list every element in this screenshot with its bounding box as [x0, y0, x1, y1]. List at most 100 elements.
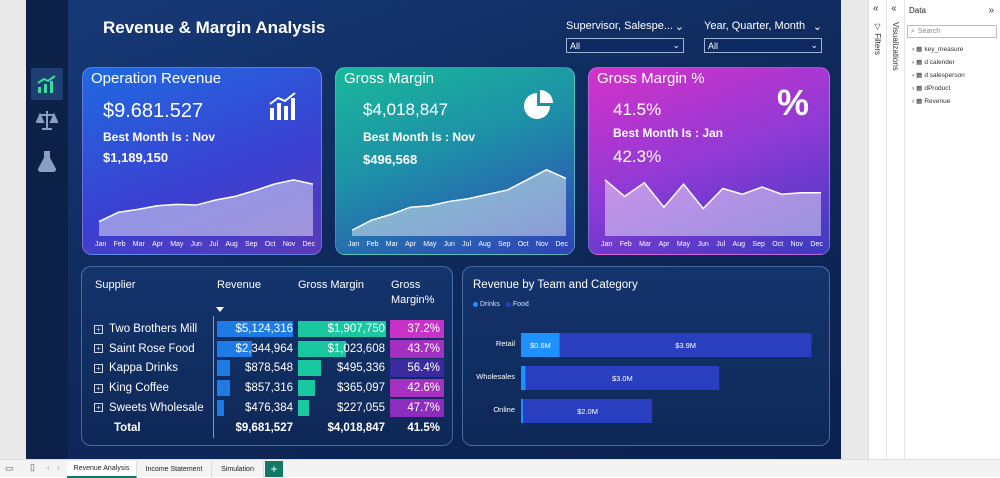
field-label: dProduct	[924, 84, 951, 92]
revenue-team-chart[interactable]: Revenue by Team and Category Drinks Food…	[462, 266, 830, 446]
expand-icon[interactable]: «	[891, 3, 897, 14]
supplier-name: King Coffee	[109, 382, 169, 395]
month-tick-label: Aug	[225, 241, 238, 248]
bar-drinks-wholesales[interactable]	[521, 366, 526, 390]
bar-drinks-online[interactable]	[521, 399, 523, 423]
revenue-cell: $5,124,316	[235, 323, 293, 335]
col-header-revenue[interactable]: Revenue	[217, 279, 262, 291]
supplier-name: Two Brothers Mill	[109, 323, 198, 335]
page-title: Revenue & Margin Analysis	[103, 18, 326, 37]
field-table-calender[interactable]: › ▦ d calender	[912, 58, 955, 67]
table-row-supplier[interactable]: + Kappa Drinks	[94, 360, 178, 376]
category-tick-label: Wholesales	[476, 372, 515, 381]
revenue-data-bar	[217, 360, 230, 377]
expand-row-icon[interactable]: +	[94, 383, 103, 393]
expand-row-icon[interactable]: +	[94, 324, 103, 334]
month-tick-label: Sep	[245, 241, 258, 248]
chevron-down-icon[interactable]: ⌄	[812, 20, 822, 33]
chevron-right-icon: ›	[912, 45, 915, 53]
month-tick-label: Sep	[498, 241, 511, 248]
tab-simulation[interactable]: Simulation	[212, 461, 264, 478]
card-value: $4,018,847	[363, 100, 449, 119]
desktop-view-icon[interactable]: ▭	[5, 463, 14, 473]
supplier-name: Sweets Wholesale	[109, 401, 204, 414]
sort-desc-icon[interactable]	[216, 307, 224, 312]
search-icon: ⌕	[911, 27, 915, 35]
expand-row-icon[interactable]: +	[94, 344, 103, 354]
visualizations-label: Visualizations	[891, 22, 900, 71]
month-tick-label: Aug	[478, 241, 491, 248]
field-table-salesperson[interactable]: › ▦ d salesperson	[912, 71, 965, 80]
supplier-table: Supplier Revenue Gross Margin Gross Marg…	[81, 266, 453, 446]
field-label: d calender	[924, 58, 955, 66]
mobile-view-icon[interactable]: ▯	[30, 462, 35, 472]
margin-pct-trend-area	[604, 179, 821, 236]
slicer-supervisor[interactable]: Supervisor, Salespe... ⌄ All ⌄	[566, 18, 684, 53]
expand-row-icon[interactable]: +	[94, 403, 103, 413]
month-tick-label: Nov	[535, 241, 549, 248]
gm-pct-cell: 43.7%	[390, 339, 444, 358]
month-tick-label: Oct	[772, 241, 784, 248]
month-tick-label: Feb	[113, 241, 126, 248]
table-row-supplier[interactable]: + Two Brothers Mill	[94, 321, 197, 337]
best-month-value: 42.3%	[613, 147, 662, 166]
scroll-right-icon[interactable]: ›	[57, 463, 60, 472]
field-label: d salesperson	[924, 71, 965, 79]
chart-growth-icon[interactable]	[31, 68, 63, 100]
expand-icon[interactable]: «	[873, 3, 879, 14]
revenue-cell: $476,384	[245, 401, 293, 414]
legend-item-food[interactable]: Food	[505, 301, 529, 308]
field-table-product[interactable]: › ▦ dProduct	[912, 84, 951, 93]
slicer-supervisor-dropdown[interactable]: All ⌄	[566, 38, 684, 53]
add-page-button[interactable]: +	[265, 461, 283, 477]
bar-food-wholesales[interactable]	[525, 366, 720, 390]
scales-icon[interactable]	[31, 104, 63, 136]
gross-margin-data-bar	[298, 380, 315, 397]
total-gm-pct: 41.5%	[407, 422, 440, 434]
visualizations-pane-collapsed[interactable]: « Visualizations	[887, 0, 905, 459]
search-input[interactable]: ⌕ Search	[907, 25, 997, 38]
card-gross-margin[interactable]: Gross Margin $4,018,847 Best Month Is : …	[335, 67, 575, 255]
collapse-icon[interactable]: »	[988, 5, 994, 16]
gross-margin-cell: $1,907,750	[327, 323, 385, 335]
slicer-date-dropdown[interactable]: All ⌄	[704, 38, 822, 53]
trend-area-fill	[605, 179, 821, 236]
bar-food-retail[interactable]	[559, 333, 812, 357]
col-header-gross-margin[interactable]: Gross Margin	[298, 279, 365, 291]
chevron-right-icon: ›	[912, 84, 915, 92]
gross-margin-data-bar	[298, 360, 321, 377]
slicer-date[interactable]: Year, Quarter, Month ⌄ All ⌄	[704, 18, 822, 53]
col-header-supplier[interactable]: Supplier	[95, 279, 136, 291]
flask-icon[interactable]	[31, 145, 63, 177]
table-row-supplier[interactable]: + King Coffee	[94, 380, 169, 396]
field-table-key-measure[interactable]: › ▦ key_measure	[912, 45, 963, 54]
supplier-name: Saint Rose Food	[109, 342, 195, 355]
chevron-down-icon[interactable]: ⌄	[674, 20, 684, 33]
month-tick-label: Jan	[348, 241, 360, 248]
col-header-gm-pct-1[interactable]: Gross	[391, 279, 421, 291]
scroll-left-icon[interactable]: ‹	[47, 463, 50, 472]
col-header-gm-pct-2[interactable]: Margin%	[391, 294, 435, 306]
month-tick-label: Jul	[716, 241, 726, 248]
table-row-supplier[interactable]: + Sweets Wholesale	[94, 400, 204, 416]
tab-revenue-analysis[interactable]: Revenue Analysis	[67, 461, 137, 478]
bar-data-label: $0.6M	[530, 341, 551, 350]
field-table-revenue[interactable]: › ▦ Revenue	[912, 97, 950, 106]
legend-dot	[473, 302, 478, 307]
filters-pane-collapsed[interactable]: « ▽ Filters	[869, 0, 887, 459]
card-operation-revenue[interactable]: Operation Revenue $9.681.527 Best Month …	[82, 67, 322, 255]
tab-income-statement[interactable]: Income Statement	[137, 461, 212, 478]
gross-margin-cell: $227,055	[337, 401, 385, 414]
month-tick-label: Jan	[95, 241, 107, 248]
expand-row-icon[interactable]: +	[94, 363, 103, 373]
chart-title: Revenue by Team and Category	[473, 279, 638, 291]
revenue-data-bar	[217, 321, 293, 337]
bar-food-online[interactable]	[523, 399, 653, 423]
month-axis: Jan Feb Mar Apr May Jun Jul Aug Sep Oct Nov Dec	[348, 241, 568, 248]
bar-drinks-retail[interactable]	[521, 333, 560, 357]
legend-item-drinks[interactable]: Drinks	[473, 301, 500, 308]
table-row-supplier[interactable]: + Saint Rose Food	[94, 341, 195, 357]
card-gross-margin-pct[interactable]: Gross Margin % 41.5% % Best Month Is : J…	[588, 67, 830, 255]
month-axis: Jan Feb Mar Apr May Jun Jul Aug Sep Oct Nov Dec	[601, 241, 823, 248]
bar-chart-icon	[269, 92, 296, 120]
